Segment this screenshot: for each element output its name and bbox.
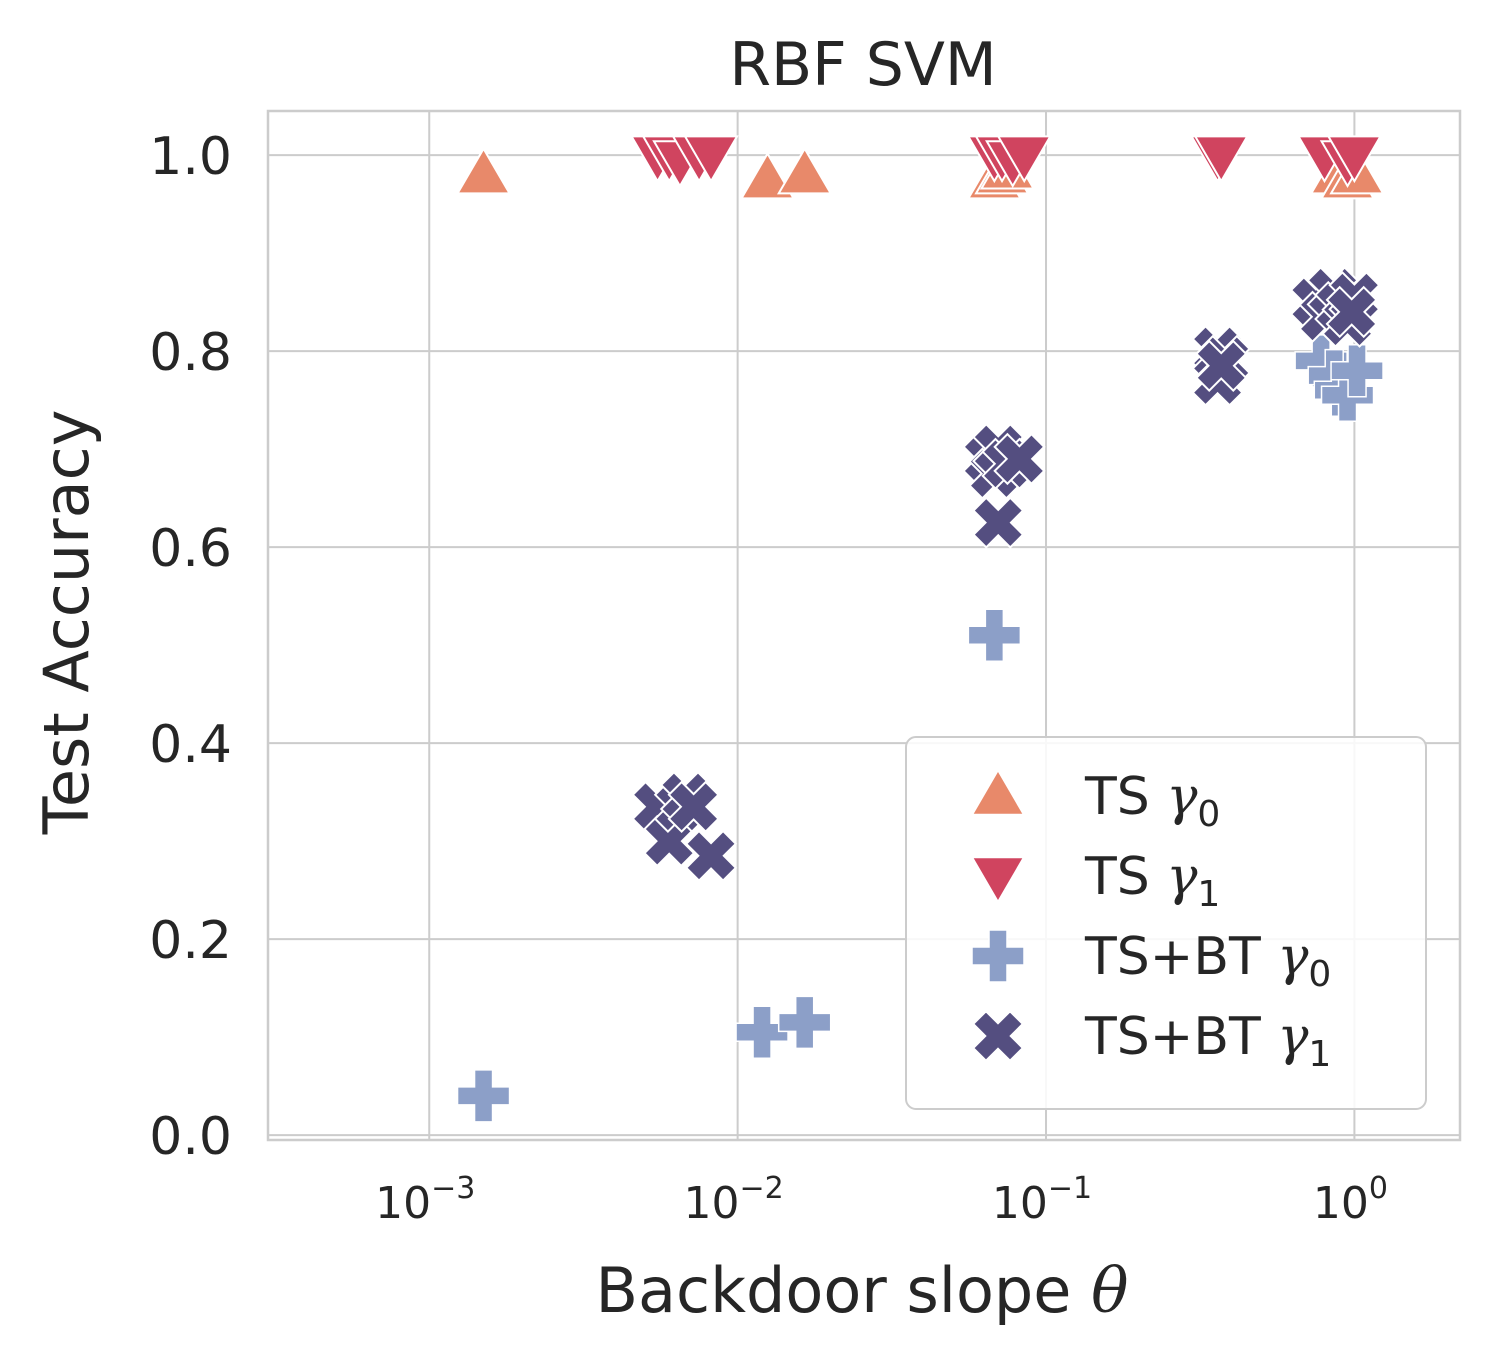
legend-box (905, 736, 1427, 1110)
legend-triangle-up-marker (970, 768, 1026, 816)
y-tick-label: 0.0 (149, 1107, 232, 1167)
y-tick-label: 0.6 (149, 519, 232, 579)
y-tick-label: 0.8 (149, 323, 232, 383)
triangle-up-point (455, 146, 512, 195)
series-x (631, 266, 1381, 882)
data-marks (455, 135, 1385, 1123)
x-point (684, 829, 738, 882)
x-axis-label-symbol: θ (1091, 1254, 1128, 1327)
x-tick-label: 10−1 (992, 1171, 1092, 1229)
x-tick-label: 10−2 (684, 1171, 784, 1229)
y-tick-label: 0.4 (149, 715, 232, 775)
legend-entry-label: TS+BT γ1 (1084, 1007, 1331, 1075)
x-point (972, 496, 1025, 549)
triangle-up-point (776, 146, 833, 195)
plus-point (777, 995, 832, 1050)
legend: TS γ0 TS γ1 TS+BT γ0 TS+BT γ1 (905, 736, 1427, 1110)
plus-point (1330, 343, 1384, 398)
x-axis-label-text: Backdoor slope (596, 1254, 1072, 1327)
x-point (667, 780, 720, 833)
plus-point (967, 608, 1022, 663)
series-plus (456, 334, 1384, 1123)
legend-triangle-down-marker (970, 856, 1026, 904)
y-tick-label: 1.0 (149, 127, 232, 187)
triangle-up-point (739, 151, 796, 200)
legend-x-marker (971, 1009, 1025, 1063)
chart-title: RBF SVM (729, 30, 996, 100)
plus-point (456, 1069, 511, 1123)
triangle-down-point (683, 135, 739, 184)
legend-entry-label: TS+BT γ0 (1084, 927, 1331, 995)
triangle-down-point (1193, 135, 1249, 184)
axis-ticks: 10−3 10−2 10−1 100 0.0 0.2 0.4 0.6 0.8 1.0 (149, 127, 1388, 1229)
x-point (1325, 285, 1378, 339)
x-tick-label: 10−3 (375, 1171, 475, 1229)
legend-entry-label: TS γ1 (1084, 847, 1220, 915)
plus-point (735, 1005, 789, 1059)
triangle-down-point (1326, 135, 1383, 184)
triangle-down-point (996, 135, 1052, 184)
series-triangle-down (629, 135, 1383, 188)
y-tick-label: 0.2 (149, 911, 232, 971)
legend-entry-label: TS γ0 (1084, 767, 1220, 835)
x-tick-label: 100 (1313, 1171, 1388, 1229)
x-point (993, 432, 1046, 486)
x-point (1195, 339, 1248, 392)
x-axis-label: Backdoor slope θ (596, 1254, 1129, 1327)
y-axis-label: Test Accuracy (30, 410, 103, 836)
legend-plus-marker (971, 929, 1025, 983)
